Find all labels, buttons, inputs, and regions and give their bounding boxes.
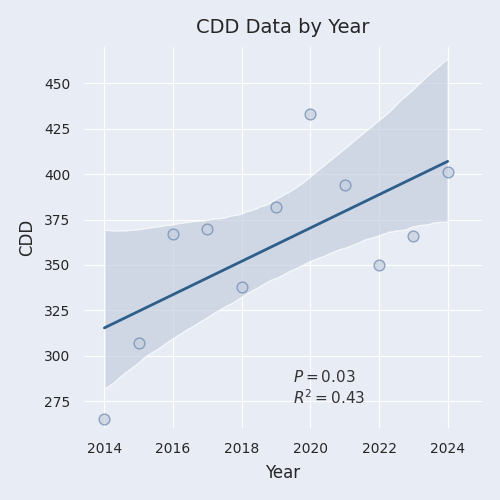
Point	[444, 168, 452, 176]
Point	[375, 261, 383, 269]
Point	[100, 416, 108, 424]
Y-axis label: CDD: CDD	[18, 219, 36, 256]
Point	[238, 282, 246, 290]
Point	[134, 339, 142, 347]
Point	[169, 230, 177, 238]
Title: CDD Data by Year: CDD Data by Year	[196, 18, 370, 37]
X-axis label: Year: Year	[266, 464, 300, 482]
Point	[272, 203, 280, 211]
Point	[410, 232, 418, 240]
Point	[340, 181, 348, 189]
Point	[306, 110, 314, 118]
Point	[204, 224, 212, 232]
Text: $P = 0.03$
$R^2 = 0.43$: $P = 0.03$ $R^2 = 0.43$	[293, 369, 366, 406]
